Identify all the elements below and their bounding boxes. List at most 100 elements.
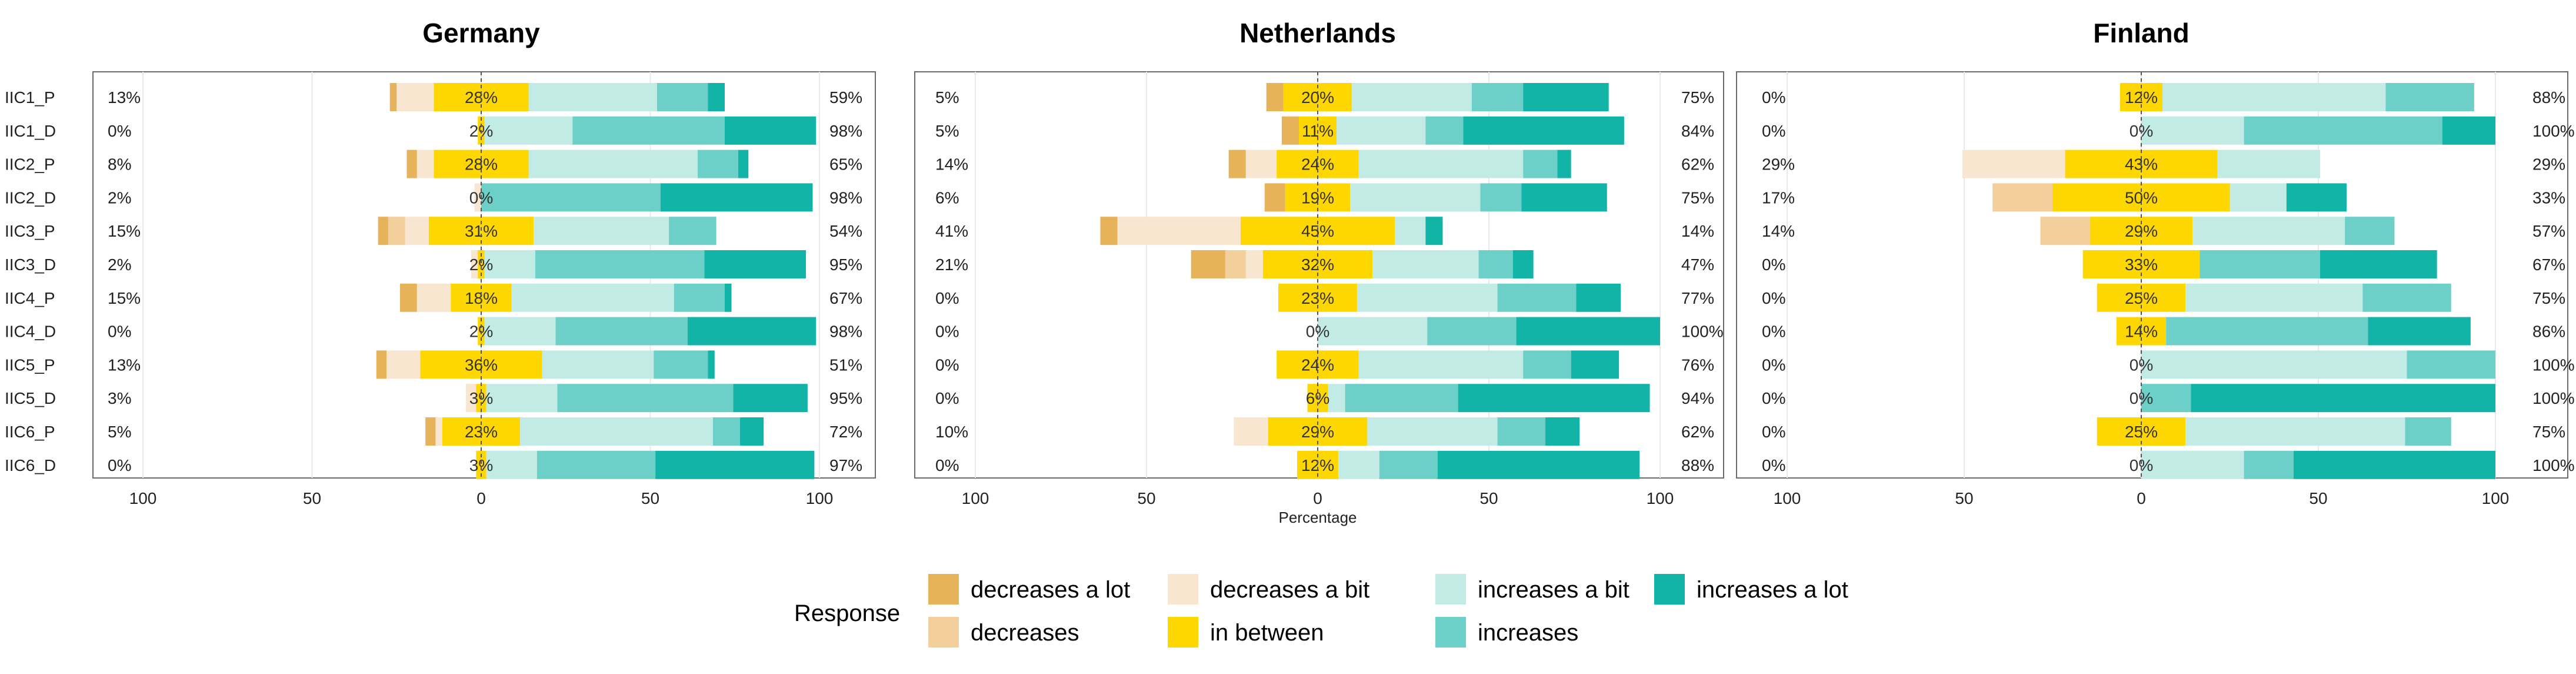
panel-germany-left-pct: 13% — [108, 88, 141, 107]
panel-germany-right-pct: 98% — [829, 188, 862, 207]
panel-finland-bar-il — [2320, 250, 2437, 278]
panel-germany-left-pct: 8% — [108, 155, 131, 174]
panel-netherlands-bar-il — [1425, 217, 1443, 245]
panel-finland-left-pct: 0% — [1762, 323, 1785, 341]
panel-germany-bar-il — [733, 384, 808, 413]
panel-finland-right-pct: 100% — [2532, 389, 2575, 407]
panel-germany-bar-il — [725, 283, 732, 312]
panel-netherlands-bar-il — [1458, 384, 1650, 413]
panel-netherlands-right-pct: 77% — [1681, 289, 1714, 307]
panel-finland-bar-ia — [2185, 417, 2405, 446]
panel-finland-center-pct: 29% — [2125, 222, 2158, 240]
panel-finland-tick-label: 0 — [2137, 489, 2146, 507]
panel-germany-left-pct: 0% — [108, 122, 131, 140]
panel-germany-bar-dl — [378, 217, 388, 245]
panel-finland-right-pct: 75% — [2532, 423, 2565, 441]
panel-germany-bar-ia — [486, 450, 537, 479]
panel-netherlands-bar-ia — [1394, 217, 1426, 245]
panel-netherlands-bar-i — [1480, 183, 1522, 212]
panel-germany-bar-i — [712, 417, 740, 446]
panel-germany-right-pct: 95% — [829, 389, 862, 407]
panel-finland-left-pct: 0% — [1762, 88, 1785, 107]
legend-label-ib: in between — [1210, 620, 1324, 646]
panel-germany-right-pct: 67% — [829, 289, 862, 307]
panel-netherlands-tick-label: 0 — [1313, 489, 1322, 507]
panel-germany-bar-ia — [528, 150, 698, 178]
panel-netherlands-bar-dl — [1266, 83, 1284, 111]
panel-netherlands-left-pct: 21% — [935, 255, 968, 274]
panel-netherlands-center-pct: 23% — [1301, 289, 1334, 307]
panel-netherlands-center-pct: 29% — [1301, 423, 1334, 441]
panel-finland-left-pct: 0% — [1762, 456, 1785, 474]
panel-netherlands-bar-i — [1478, 250, 1513, 278]
panel-germany-row-label: IIC1_D — [5, 122, 56, 140]
panel-netherlands-right-pct: 62% — [1681, 423, 1714, 441]
panel-netherlands-bar-dl — [1281, 116, 1299, 145]
panel-germany-center-pct: 23% — [465, 423, 498, 441]
panel-finland-tick-label: 100 — [1774, 489, 1801, 507]
legend-label-db: decreases a bit — [1210, 577, 1369, 603]
panel-germany-bar-il — [660, 183, 813, 212]
legend-title: Response — [794, 600, 900, 626]
legend-label-ia: increases a bit — [1478, 577, 1629, 603]
panel-finland-tick-label: 50 — [2309, 489, 2327, 507]
panel-germany-left-pct: 2% — [108, 255, 131, 274]
panel-finland-center-pct: 12% — [2125, 88, 2158, 107]
panel-germany-bar-il — [739, 417, 764, 446]
panel-finland-right-pct: 33% — [2532, 188, 2565, 207]
panel-germany-bar-i — [674, 283, 725, 312]
panel-germany-row-label: IIC3_D — [5, 255, 56, 274]
panel-germany-bar-i — [557, 384, 734, 413]
panel-germany-bar-il — [738, 150, 749, 178]
panel-germany-right-pct: 98% — [829, 323, 862, 341]
panel-finland-left-pct: 14% — [1762, 222, 1795, 240]
panel-germany-bar-dl — [400, 283, 417, 312]
panel-netherlands-right-pct: 84% — [1681, 122, 1714, 140]
panel-germany-row-label: IIC2_D — [5, 188, 56, 207]
panel-germany-row-label: IIC6_P — [5, 423, 55, 441]
panel-netherlands-center-pct: 12% — [1301, 456, 1334, 474]
panel-finland-bar-i — [2141, 384, 2191, 413]
panel-germany-bar-i — [669, 217, 717, 245]
panel-finland-left-pct: 0% — [1762, 122, 1785, 140]
panel-netherlands-tick-label: 50 — [1137, 489, 1155, 507]
panel-germany-left-pct: 3% — [108, 389, 131, 407]
panel-netherlands-bar-ia — [1337, 116, 1426, 145]
legend-swatch-d — [928, 617, 959, 648]
panel-germany-row-label: IIC6_D — [5, 456, 56, 474]
panel-netherlands-center-pct: 32% — [1301, 255, 1334, 274]
panel-germany-bar-il — [708, 350, 715, 379]
panel-netherlands-bar-db — [1245, 250, 1263, 278]
panel-germany-bar-il — [655, 450, 815, 479]
legend-swatch-ib — [1168, 617, 1198, 648]
panel-germany-left-pct: 15% — [108, 222, 141, 240]
legend-swatch-ia — [1435, 574, 1466, 605]
panel-netherlands-bar-ia — [1318, 317, 1428, 346]
panel-finland-left-pct: 0% — [1762, 255, 1785, 274]
panel-germany-bar-i — [536, 450, 656, 479]
panel-finland-bar-i — [2166, 317, 2368, 346]
panel-finland-bar-i — [2407, 350, 2495, 379]
panel-germany-bar-i — [555, 317, 688, 346]
panel-finland-bar-i — [2244, 116, 2442, 145]
panel-germany-bar-ia — [542, 350, 654, 379]
panel-netherlands-tick-label: 100 — [1647, 489, 1674, 507]
panel-finland-bar-i — [2200, 250, 2321, 278]
panel-netherlands-left-pct: 0% — [935, 356, 959, 374]
panel-germany-bar-db — [435, 417, 442, 446]
panel-germany-left-pct: 0% — [108, 456, 131, 474]
panel-germany-bar-ib — [476, 450, 486, 479]
panel-netherlands-bar-db — [1245, 150, 1277, 178]
panel-finland-title: Finland — [2093, 18, 2190, 48]
panel-germany-tick-label: 50 — [303, 489, 321, 507]
panel-finland-bar-il — [2191, 384, 2495, 413]
panel-netherlands-right-pct: 75% — [1681, 188, 1714, 207]
panel-germany-bar-i — [572, 116, 725, 145]
panel-netherlands-bar-il — [1571, 350, 1619, 379]
panel-netherlands-bar-ia — [1338, 450, 1379, 479]
panel-netherlands-bar-il — [1576, 283, 1621, 312]
panel-finland-bar-il — [2368, 317, 2471, 346]
panel-finland-right-pct: 57% — [2532, 222, 2565, 240]
panel-netherlands-bar-il — [1545, 417, 1580, 446]
panel-germany-row-label: IIC3_P — [5, 222, 55, 240]
